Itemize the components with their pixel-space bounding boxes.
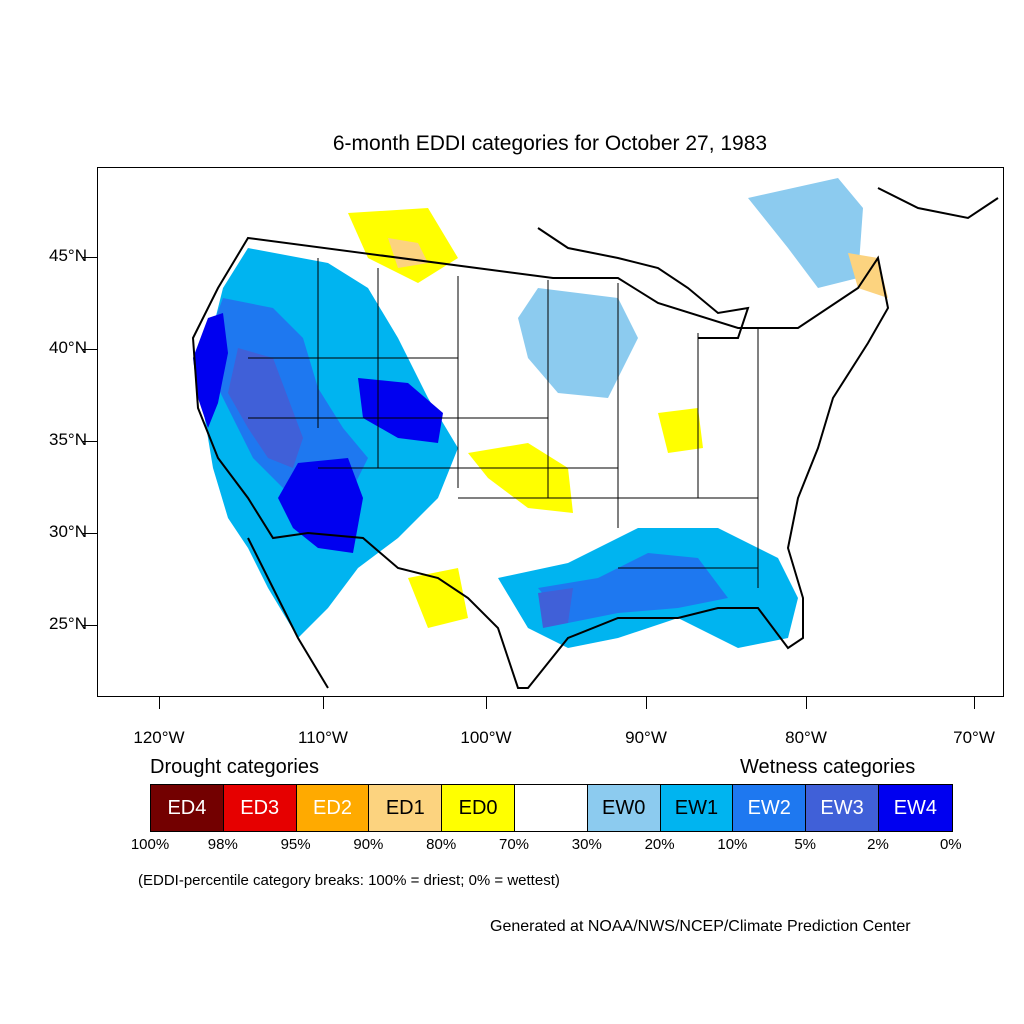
legend-swatch-ew3: EW3 — [806, 785, 879, 831]
canada-coast — [877, 187, 999, 220]
lat-tick-45 — [83, 257, 97, 258]
legend-break-label: 5% — [794, 836, 817, 853]
legend-swatch-ew2: EW2 — [733, 785, 807, 831]
wetness-heading: Wetness categories — [740, 756, 916, 778]
legend-break-label: 100% — [130, 836, 170, 853]
drought-heading: Drought categories — [150, 756, 319, 778]
legend-colorbar: ED4 ED3 ED2 ED1 ED0 EW0 EW1 EW2 EW3 EW4 — [150, 784, 953, 832]
ed0-region-plains — [468, 443, 573, 513]
us-outline — [191, 236, 890, 689]
lat-label-35: 35°N — [49, 430, 87, 449]
lat-label-40: 40°N — [49, 338, 87, 357]
ew4-region-arizona — [278, 458, 363, 553]
legend-swatch-ew4: EW4 — [878, 785, 952, 831]
ew3-region-texas — [538, 588, 573, 628]
legend-break-label: 80% — [426, 836, 457, 853]
lat-label-45: 45°N — [49, 246, 87, 265]
coastlines-neighbors — [247, 187, 999, 689]
legend-swatch-ed1: ED1 — [369, 785, 443, 831]
ed0-region-texas — [408, 568, 468, 628]
wetness-shading — [193, 178, 888, 648]
state-boundaries — [191, 236, 890, 689]
legend-break-label: 20% — [644, 836, 675, 853]
legend-break-label: 98% — [207, 836, 238, 853]
legend-swatch-ew1: EW1 — [660, 785, 734, 831]
great-lakes — [537, 227, 750, 339]
lat-tick-25 — [83, 625, 97, 626]
legend-break-label: 0% — [939, 836, 962, 853]
ed0-region-ohio — [658, 408, 703, 453]
state-lines — [248, 258, 759, 588]
lat-label-30: 30°N — [49, 522, 87, 541]
lat-tick-35 — [83, 441, 97, 442]
lon-tick-120 — [159, 697, 160, 709]
map-frame — [97, 167, 1004, 697]
ew3-region-west — [228, 348, 303, 468]
legend-break-label: 30% — [571, 836, 602, 853]
legend-break-label: 70% — [498, 836, 530, 853]
lon-label-100: 100°W — [460, 728, 512, 747]
legend-break-label: 95% — [280, 836, 311, 853]
ew2-region-gulf — [538, 553, 728, 623]
legend-break-label: 90% — [353, 836, 384, 853]
baja-coast — [247, 537, 329, 689]
legend-break-label: 2% — [867, 836, 889, 853]
lat-tick-40 — [83, 349, 97, 350]
lon-label-110: 110°W — [298, 728, 348, 747]
legend-break-label: 10% — [717, 836, 748, 853]
eddi-map — [191, 178, 999, 689]
ew0-region-northeast — [748, 178, 863, 288]
lon-tick-70 — [974, 697, 975, 709]
lon-tick-110 — [323, 697, 324, 709]
legend-swatch-ed2: ED2 — [296, 785, 370, 831]
lon-label-120: 120°W — [133, 728, 185, 747]
ew4-region-california — [193, 313, 228, 428]
lon-label-70: 70°W — [953, 728, 995, 747]
ew4-region-colorado — [358, 378, 443, 443]
lon-label-90: 90°W — [625, 728, 667, 747]
legend-swatch-ew0: EW0 — [587, 785, 661, 831]
lon-tick-100 — [486, 697, 487, 709]
ew0-region-north — [518, 288, 638, 398]
legend-swatch-ed0: ED0 — [442, 785, 515, 831]
category-note: (EDDI-percentile category breaks: 100% =… — [138, 872, 560, 889]
lat-tick-30 — [83, 533, 97, 534]
lon-tick-80 — [806, 697, 807, 709]
legend-swatch-neutral — [514, 785, 588, 831]
map-title: 6-month EDDI categories for October 27, … — [332, 132, 768, 155]
lon-tick-90 — [646, 697, 647, 709]
lat-label-25: 25°N — [49, 614, 87, 633]
legend-swatch-ed4: ED4 — [151, 785, 224, 831]
legend-swatch-ed3: ED3 — [223, 785, 297, 831]
credit-text: Generated at NOAA/NWS/NCEP/Climate Predi… — [490, 918, 911, 935]
lon-label-80: 80°W — [785, 728, 827, 747]
